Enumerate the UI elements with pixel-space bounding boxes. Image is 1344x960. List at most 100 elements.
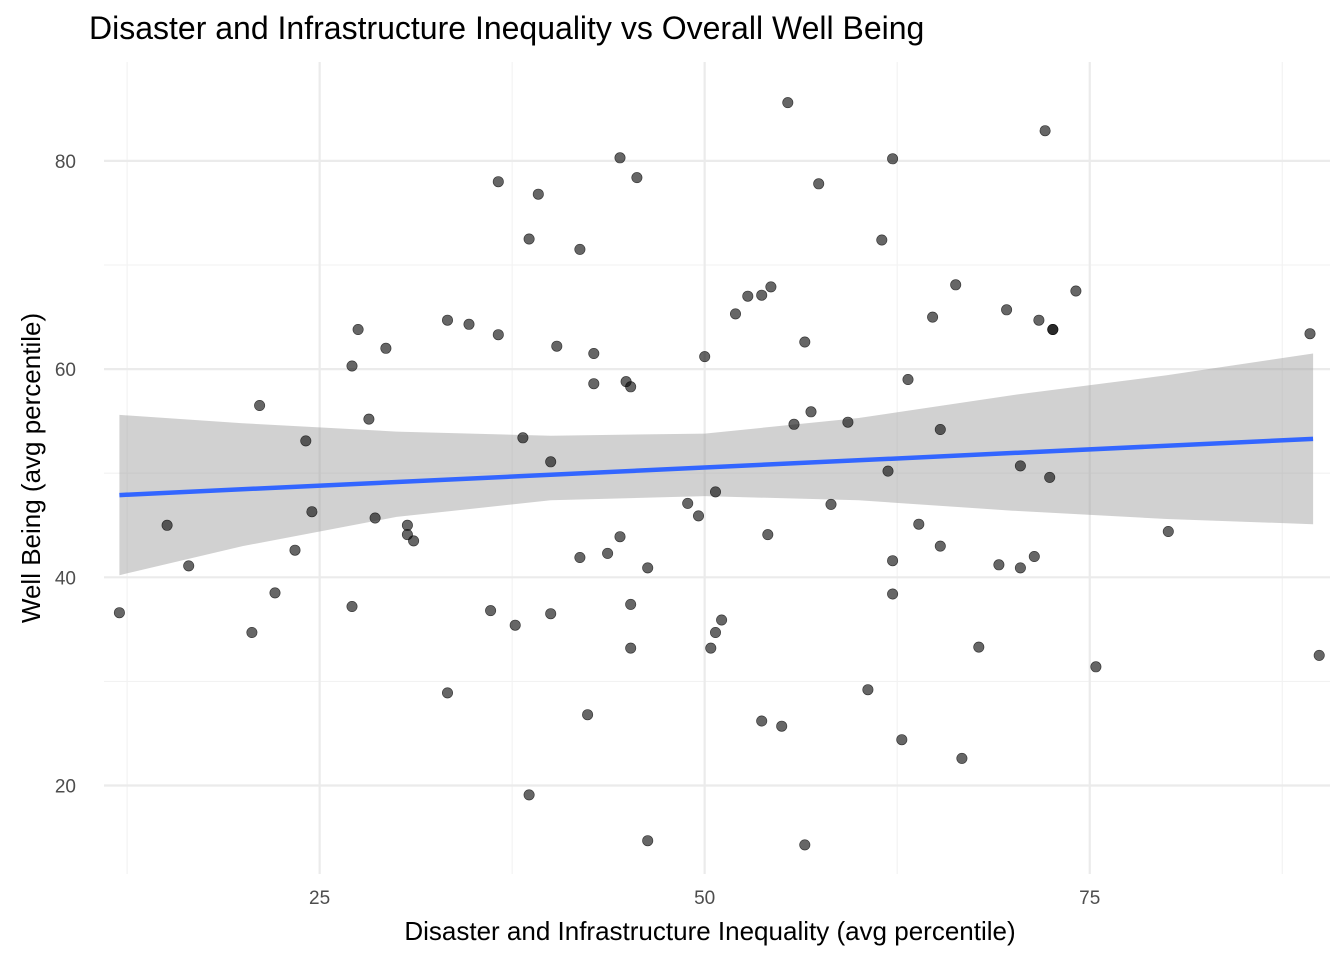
data-point xyxy=(1001,304,1013,316)
data-point xyxy=(705,642,717,654)
data-point xyxy=(492,176,504,188)
data-point xyxy=(1014,460,1026,472)
tick-labels: 25 50 75 20 40 60 80 xyxy=(55,152,1100,909)
data-point xyxy=(699,351,711,363)
data-point xyxy=(441,687,453,699)
data-point xyxy=(1047,323,1059,335)
x-tick-label: 25 xyxy=(309,888,330,909)
data-point xyxy=(306,506,318,518)
data-point xyxy=(523,233,535,245)
data-point xyxy=(1090,661,1102,673)
data-point xyxy=(896,734,908,746)
y-tick-label: 80 xyxy=(55,152,76,173)
data-point xyxy=(463,318,475,330)
data-point xyxy=(882,465,894,477)
data-point xyxy=(788,418,800,430)
data-point xyxy=(545,608,557,620)
data-point xyxy=(492,329,504,341)
data-point xyxy=(756,289,768,301)
y-axis-title: Well Being (avg percentile) xyxy=(16,313,46,623)
data-point xyxy=(842,416,854,428)
data-point xyxy=(1033,314,1045,326)
data-point xyxy=(642,562,654,574)
x-tick-label: 50 xyxy=(694,888,715,909)
data-point xyxy=(631,172,643,184)
data-point xyxy=(756,715,768,727)
data-point xyxy=(369,512,381,524)
data-point xyxy=(625,598,637,610)
data-point xyxy=(805,406,817,418)
data-point xyxy=(269,587,281,599)
data-point xyxy=(799,839,811,851)
data-point xyxy=(574,551,586,563)
data-point xyxy=(1162,525,1174,537)
data-point xyxy=(588,378,600,390)
data-point xyxy=(887,555,899,567)
data-point xyxy=(1070,285,1082,297)
data-point xyxy=(762,529,774,541)
data-point xyxy=(113,607,125,619)
chart-title: Disaster and Infrastructure Inequality v… xyxy=(89,10,924,46)
data-point xyxy=(913,518,925,530)
data-point xyxy=(692,510,704,522)
grid-lines xyxy=(104,62,1330,874)
data-point xyxy=(765,281,777,293)
data-point xyxy=(523,789,535,801)
data-point xyxy=(642,835,654,847)
data-point xyxy=(532,188,544,200)
data-point xyxy=(887,588,899,600)
regression-line xyxy=(119,436,1314,498)
data-point xyxy=(993,559,1005,571)
data-point xyxy=(799,336,811,348)
data-point xyxy=(614,152,626,164)
data-point xyxy=(485,605,497,617)
data-point xyxy=(934,540,946,552)
data-point xyxy=(582,709,594,721)
data-point xyxy=(588,347,600,359)
y-tick-label: 40 xyxy=(55,568,76,589)
data-point xyxy=(625,381,637,393)
data-point xyxy=(825,498,837,510)
data-point xyxy=(934,423,946,435)
data-point xyxy=(973,641,985,653)
data-point xyxy=(1304,328,1316,340)
data-points xyxy=(113,97,1325,851)
data-point xyxy=(289,544,301,556)
data-point xyxy=(602,547,614,559)
data-point xyxy=(625,642,637,654)
data-point xyxy=(352,323,364,335)
data-point xyxy=(729,308,741,320)
data-point xyxy=(246,626,258,638)
data-point xyxy=(782,97,794,109)
data-point xyxy=(509,619,521,631)
data-point xyxy=(545,456,557,468)
data-point xyxy=(1014,562,1026,574)
data-point xyxy=(716,614,728,626)
data-point xyxy=(927,311,939,323)
data-point xyxy=(862,684,874,696)
data-point xyxy=(614,531,626,543)
x-axis-title: Disaster and Infrastructure Inequality (… xyxy=(404,916,1015,946)
y-tick-label: 20 xyxy=(55,777,76,798)
data-point xyxy=(254,399,266,411)
data-point xyxy=(363,413,375,425)
data-point xyxy=(380,342,392,354)
data-point xyxy=(408,535,420,547)
data-point xyxy=(1028,550,1040,562)
data-point xyxy=(574,243,586,255)
y-tick-label: 60 xyxy=(55,360,76,381)
data-point xyxy=(183,560,195,572)
data-point xyxy=(950,279,962,291)
data-point xyxy=(709,486,721,498)
data-point xyxy=(441,314,453,326)
x-tick-label: 75 xyxy=(1079,888,1100,909)
data-point xyxy=(956,752,968,764)
data-point xyxy=(742,290,754,302)
data-point xyxy=(300,435,312,447)
confidence-band-area xyxy=(119,353,1314,576)
data-point xyxy=(346,600,358,612)
data-point xyxy=(902,373,914,385)
data-point xyxy=(709,626,721,638)
data-point xyxy=(1039,125,1051,137)
